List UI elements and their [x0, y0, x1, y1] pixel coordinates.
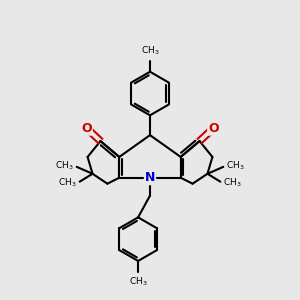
Text: CH$_3$: CH$_3$ [223, 177, 242, 189]
Text: CH$_3$: CH$_3$ [129, 275, 147, 288]
Text: N: N [145, 171, 155, 184]
Text: CH$_3$: CH$_3$ [226, 159, 245, 172]
Text: CH$_3$: CH$_3$ [58, 177, 77, 189]
Text: O: O [208, 122, 219, 135]
Text: CH$_3$: CH$_3$ [55, 159, 74, 172]
Text: CH$_3$: CH$_3$ [141, 45, 159, 57]
Text: O: O [81, 122, 92, 135]
